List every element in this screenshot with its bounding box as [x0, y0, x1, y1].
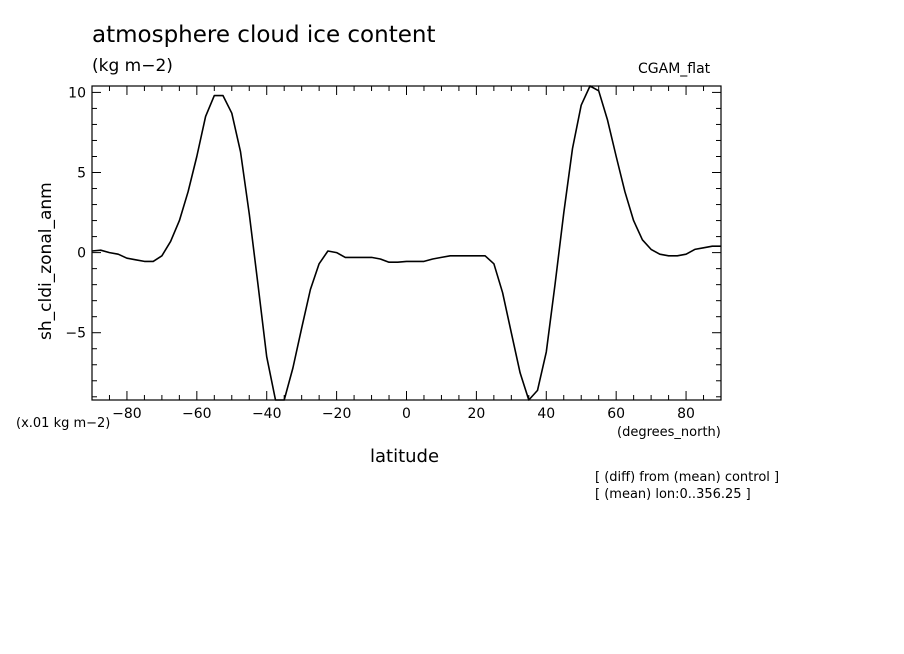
plot-frame [91, 85, 722, 401]
x-tick-label: −40 [252, 406, 282, 422]
x-axis-units: (degrees_north) [617, 425, 721, 440]
x-tick-label: 60 [607, 406, 625, 422]
x-tick-label: −60 [182, 406, 212, 422]
tick-marks [91, 86, 722, 400]
chart-units: (kg m−2) [92, 56, 173, 76]
y-tick-label: 5 [77, 166, 86, 182]
dataset-label: CGAM_flat [638, 61, 711, 77]
x-tick-label: 0 [402, 406, 411, 422]
chart-title: atmosphere cloud ice content [92, 22, 436, 48]
footer-note-mean: [ (mean) lon:0..356.25 ] [595, 487, 751, 502]
x-tick-label: 20 [467, 406, 485, 422]
x-tick-label: 40 [537, 406, 555, 422]
x-tick-label: 80 [677, 406, 695, 422]
x-axis-label: latitude [370, 446, 440, 467]
y-tick-label: 0 [77, 246, 86, 262]
x-tick-label: −80 [112, 406, 142, 422]
y-tick-label: −5 [65, 326, 86, 342]
y-scale-note: (x.01 kg m−2) [16, 416, 111, 431]
tick-labels: −80 −60 −40 −20 0 20 40 60 80 −5 0 5 10 [65, 85, 695, 422]
footer-note-diff: [ (diff) from (mean) control ] [595, 470, 780, 485]
x-tick-label: −20 [322, 406, 352, 422]
series-line [91, 85, 721, 401]
y-tick-label: 10 [68, 85, 86, 101]
